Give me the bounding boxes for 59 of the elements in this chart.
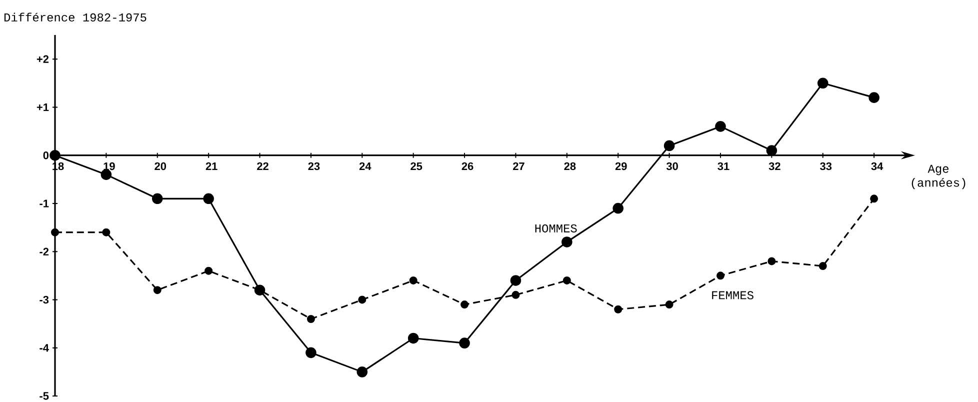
point	[562, 276, 571, 284]
x-tick-label: 19	[104, 162, 115, 170]
point	[358, 296, 366, 304]
x-tick-label: 27	[513, 162, 524, 170]
point	[768, 257, 776, 266]
y-tick-label: +1	[36, 103, 49, 111]
chart-title: Différence 1982-1975	[4, 12, 146, 22]
x-tick-label: 20	[154, 162, 166, 170]
x-tick-label: 29	[615, 162, 627, 170]
y-tick-label: -1	[40, 200, 49, 208]
point	[152, 193, 163, 204]
point	[409, 276, 418, 284]
x-tick-label: 31	[718, 162, 730, 170]
y-tick-label: -2	[40, 248, 49, 256]
y-tick-label: -5	[40, 392, 49, 400]
point	[306, 347, 316, 358]
point	[460, 300, 469, 309]
point	[612, 202, 624, 214]
y-tick-label: 0	[43, 151, 49, 160]
series-label: FEMMES	[712, 291, 754, 300]
point	[153, 286, 162, 294]
point	[459, 338, 470, 348]
point	[715, 121, 726, 132]
y-tick-label: +2	[36, 55, 49, 63]
x-tick-label: 25	[410, 162, 422, 170]
point	[408, 332, 419, 344]
point	[51, 228, 59, 236]
point	[817, 78, 828, 89]
point	[102, 228, 110, 236]
x-tick-label: 23	[308, 162, 320, 170]
x-tick-label: 34	[871, 162, 884, 170]
point	[562, 236, 572, 248]
y-tick-label: -4	[40, 344, 49, 352]
y-tick-label: -3	[40, 296, 49, 304]
x-tick-label: 33	[820, 162, 832, 170]
point	[50, 150, 60, 161]
point	[204, 266, 213, 275]
x-tick-label: 26	[462, 162, 474, 170]
x-axis-title: Age (années)	[912, 164, 966, 190]
point	[306, 314, 315, 323]
x-tick-label: 22	[257, 162, 268, 170]
point	[664, 140, 675, 152]
x-tick-label: 32	[768, 162, 780, 170]
point	[665, 300, 674, 309]
series-label: HOMMES	[535, 224, 577, 232]
x-tick-label: 30	[666, 162, 678, 170]
point	[868, 92, 880, 103]
point	[870, 194, 878, 203]
point	[716, 272, 724, 280]
point	[512, 290, 520, 299]
point	[614, 305, 622, 314]
x-tick-label: 21	[206, 162, 218, 170]
point	[766, 145, 778, 156]
point	[818, 262, 827, 270]
point	[203, 193, 214, 204]
x-tick-label: 24	[359, 162, 372, 170]
point	[356, 366, 368, 378]
x-tick-label: 28	[564, 162, 576, 170]
point	[510, 275, 522, 286]
